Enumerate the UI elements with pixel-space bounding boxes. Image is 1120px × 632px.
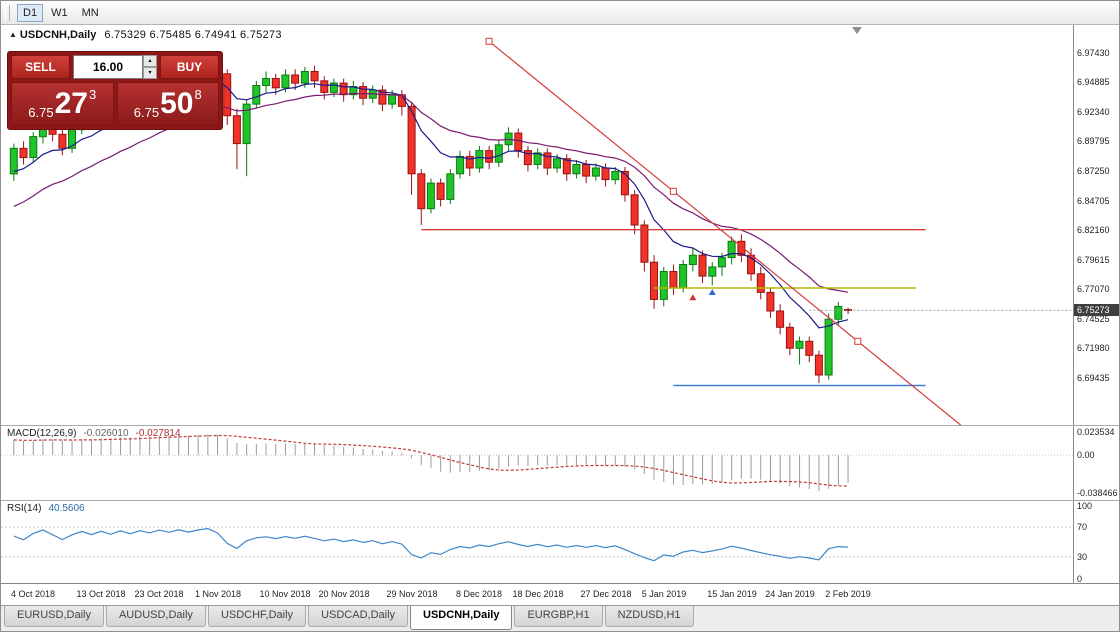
date-axis-label: 1 Nov 2018 xyxy=(194,589,242,599)
price-axis-label: 6.82160 xyxy=(1077,225,1110,235)
rsi-axis-label: 100 xyxy=(1077,501,1093,511)
macd-axis-label: 0.023534 xyxy=(1077,427,1115,437)
trendline-handle[interactable] xyxy=(854,337,862,345)
chevron-down-icon: ▾ xyxy=(148,70,152,76)
macd-histogram xyxy=(13,434,849,492)
price-axis-label: 6.79615 xyxy=(1077,255,1110,265)
date-axis-label: 13 Oct 2018 xyxy=(76,589,126,599)
price-axis-label: 6.77070 xyxy=(1077,284,1110,294)
chevron-up-icon: ▴ xyxy=(148,58,152,64)
trendline-handle[interactable] xyxy=(669,187,677,195)
rsi-value: 40.5606 xyxy=(48,503,85,514)
rsi-name: RSI(14) xyxy=(7,503,42,514)
date-axis-label: 5 Jan 2019 xyxy=(641,589,687,599)
sell-price-tile[interactable]: 6.75 27 3 xyxy=(11,82,114,126)
buy-price-pips: 50 xyxy=(160,87,194,120)
trade-arrow-marker xyxy=(708,289,716,296)
price-axis: 6.97430 6.94885 6.92340 6.89795 6.87250 6.847… xyxy=(1073,25,1119,425)
tab-eurgbp-h1[interactable]: EURGBP,H1 xyxy=(514,606,603,627)
tab-usdcnh-daily[interactable]: USDCNH,Daily xyxy=(410,606,513,630)
sell-price-point: 3 xyxy=(88,87,97,102)
macd-signal-value: -0.027814 xyxy=(135,428,181,439)
date-axis-label: 4 Oct 2018 xyxy=(10,589,56,599)
price-axis-label: 6.84705 xyxy=(1077,196,1110,206)
macd-axis-label: 0.00 xyxy=(1077,450,1095,460)
date-axis-label: 27 Dec 2018 xyxy=(580,589,632,599)
rsi-chart xyxy=(1,526,1075,562)
chart-tabs-bar: EURUSD,Daily AUDUSD,Daily USDCHF,Daily USDC… xyxy=(1,605,1119,631)
buy-price-handle: 6.75 xyxy=(133,105,160,120)
timeframe-w1-button[interactable]: W1 xyxy=(45,4,74,22)
volume-increase-button[interactable]: ▴ xyxy=(143,55,157,67)
rsi-indicator-panel: 100 70 30 0 RSI(14) 40.5606 xyxy=(1,500,1119,583)
tab-usdchf-daily[interactable]: USDCHF,Daily xyxy=(207,606,307,627)
date-axis: 4 Oct 2018 13 Oct 2018 23 Oct 2018 1 Nov 20… xyxy=(1,583,1119,605)
trade-controls-row: SELL ▴ ▾ BUY xyxy=(11,55,219,79)
tab-usdcad-daily[interactable]: USDCAD,Daily xyxy=(308,606,409,627)
macd-chart xyxy=(1,434,1075,492)
sell-button[interactable]: SELL xyxy=(11,55,70,79)
trade-arrow-marker xyxy=(689,294,697,301)
rsi-axis-label: 0 xyxy=(1077,574,1083,583)
price-axis-label: 6.92340 xyxy=(1077,107,1110,117)
macd-axis-label: -0.038466 xyxy=(1077,488,1118,498)
macd-label: MACD(12,26,9) -0.026010 -0.027814 xyxy=(7,428,181,439)
volume-spinner: ▴ ▾ xyxy=(143,55,157,79)
macd-main-value: -0.026010 xyxy=(83,428,129,439)
rsi-label: RSI(14) 40.5606 xyxy=(7,503,85,514)
price-chart-panel: 6.97430 6.94885 6.92340 6.89795 6.87250 6.847… xyxy=(1,25,1119,425)
macd-axis: 0.023534 0.00 -0.038466 xyxy=(1073,426,1119,500)
price-axis-label: 6.87250 xyxy=(1077,166,1110,176)
sell-price-handle: 6.75 xyxy=(28,105,54,120)
trade-prices-row: 6.75 27 3 6.75 50 8 xyxy=(11,82,219,126)
date-axis-label: 23 Oct 2018 xyxy=(134,589,184,599)
chart-shift-marker xyxy=(852,27,862,34)
buy-button[interactable]: BUY xyxy=(160,55,219,79)
macd-name: MACD(12,26,9) xyxy=(7,428,77,439)
timeframe-d1-button[interactable]: D1 xyxy=(17,3,44,22)
price-axis-label: 6.89795 xyxy=(1077,136,1110,146)
price-axis-label: 6.74525 xyxy=(1077,314,1110,324)
rsi-axis: 100 70 30 0 xyxy=(1073,501,1119,583)
object-anchor-icon: ▲ xyxy=(9,30,17,39)
descending-trendline xyxy=(488,40,962,425)
chart-symbol-label: USDCNH,Daily xyxy=(19,29,97,41)
price-axis-label: 6.69435 xyxy=(1077,373,1110,383)
current-price-badge: 6.75273 xyxy=(1074,304,1119,316)
date-axis-label: 20 Nov 2018 xyxy=(318,589,370,599)
date-axis-label: 24 Jan 2019 xyxy=(765,589,815,599)
tab-eurusd-daily[interactable]: EURUSD,Daily xyxy=(4,606,104,627)
volume-control: ▴ ▾ xyxy=(73,55,157,79)
date-axis-label: 2 Feb 2019 xyxy=(825,589,871,599)
buy-price-point: 8 xyxy=(194,87,202,102)
rsi-axis-label: 70 xyxy=(1077,522,1088,532)
buy-price-tile[interactable]: 6.75 50 8 xyxy=(116,82,219,126)
tab-audusd-daily[interactable]: AUDUSD,Daily xyxy=(105,606,206,627)
ma-slow-line xyxy=(13,92,849,293)
date-axis-label: 15 Jan 2019 xyxy=(707,589,757,599)
sell-price-pips: 27 xyxy=(54,87,88,120)
price-axis-label: 6.97430 xyxy=(1077,48,1110,58)
timeframe-mn-button[interactable]: MN xyxy=(76,4,105,22)
chart-ohlc-values: 6.75329 6.75485 6.74941 6.75273 xyxy=(104,29,282,41)
macd-indicator-panel: 0.023534 0.00 -0.038466 MACD(12,26,9) -0.02… xyxy=(1,425,1119,500)
date-axis-label: 10 Nov 2018 xyxy=(259,589,311,599)
date-axis-label: 29 Nov 2018 xyxy=(386,589,438,599)
price-axis-label: 6.94885 xyxy=(1077,77,1110,87)
timeframe-toolbar: D1 W1 MN xyxy=(1,1,1119,25)
date-axis-label: 18 Dec 2018 xyxy=(512,589,564,599)
chart-title: ▲ USDCNH,Daily 6.75329 6.75485 6.74941 6.7… xyxy=(9,29,282,41)
tab-nzdusd-h1[interactable]: NZDUSD,H1 xyxy=(604,606,694,627)
toolbar-grip-icon xyxy=(5,4,10,21)
trendline-handle[interactable] xyxy=(485,37,493,45)
price-axis-label: 6.71980 xyxy=(1077,343,1110,353)
rsi-axis-label: 30 xyxy=(1077,552,1088,562)
rsi-line xyxy=(13,527,849,562)
volume-input[interactable] xyxy=(73,55,143,79)
volume-decrease-button[interactable]: ▾ xyxy=(143,67,157,79)
date-axis-label: 8 Dec 2018 xyxy=(455,589,503,599)
